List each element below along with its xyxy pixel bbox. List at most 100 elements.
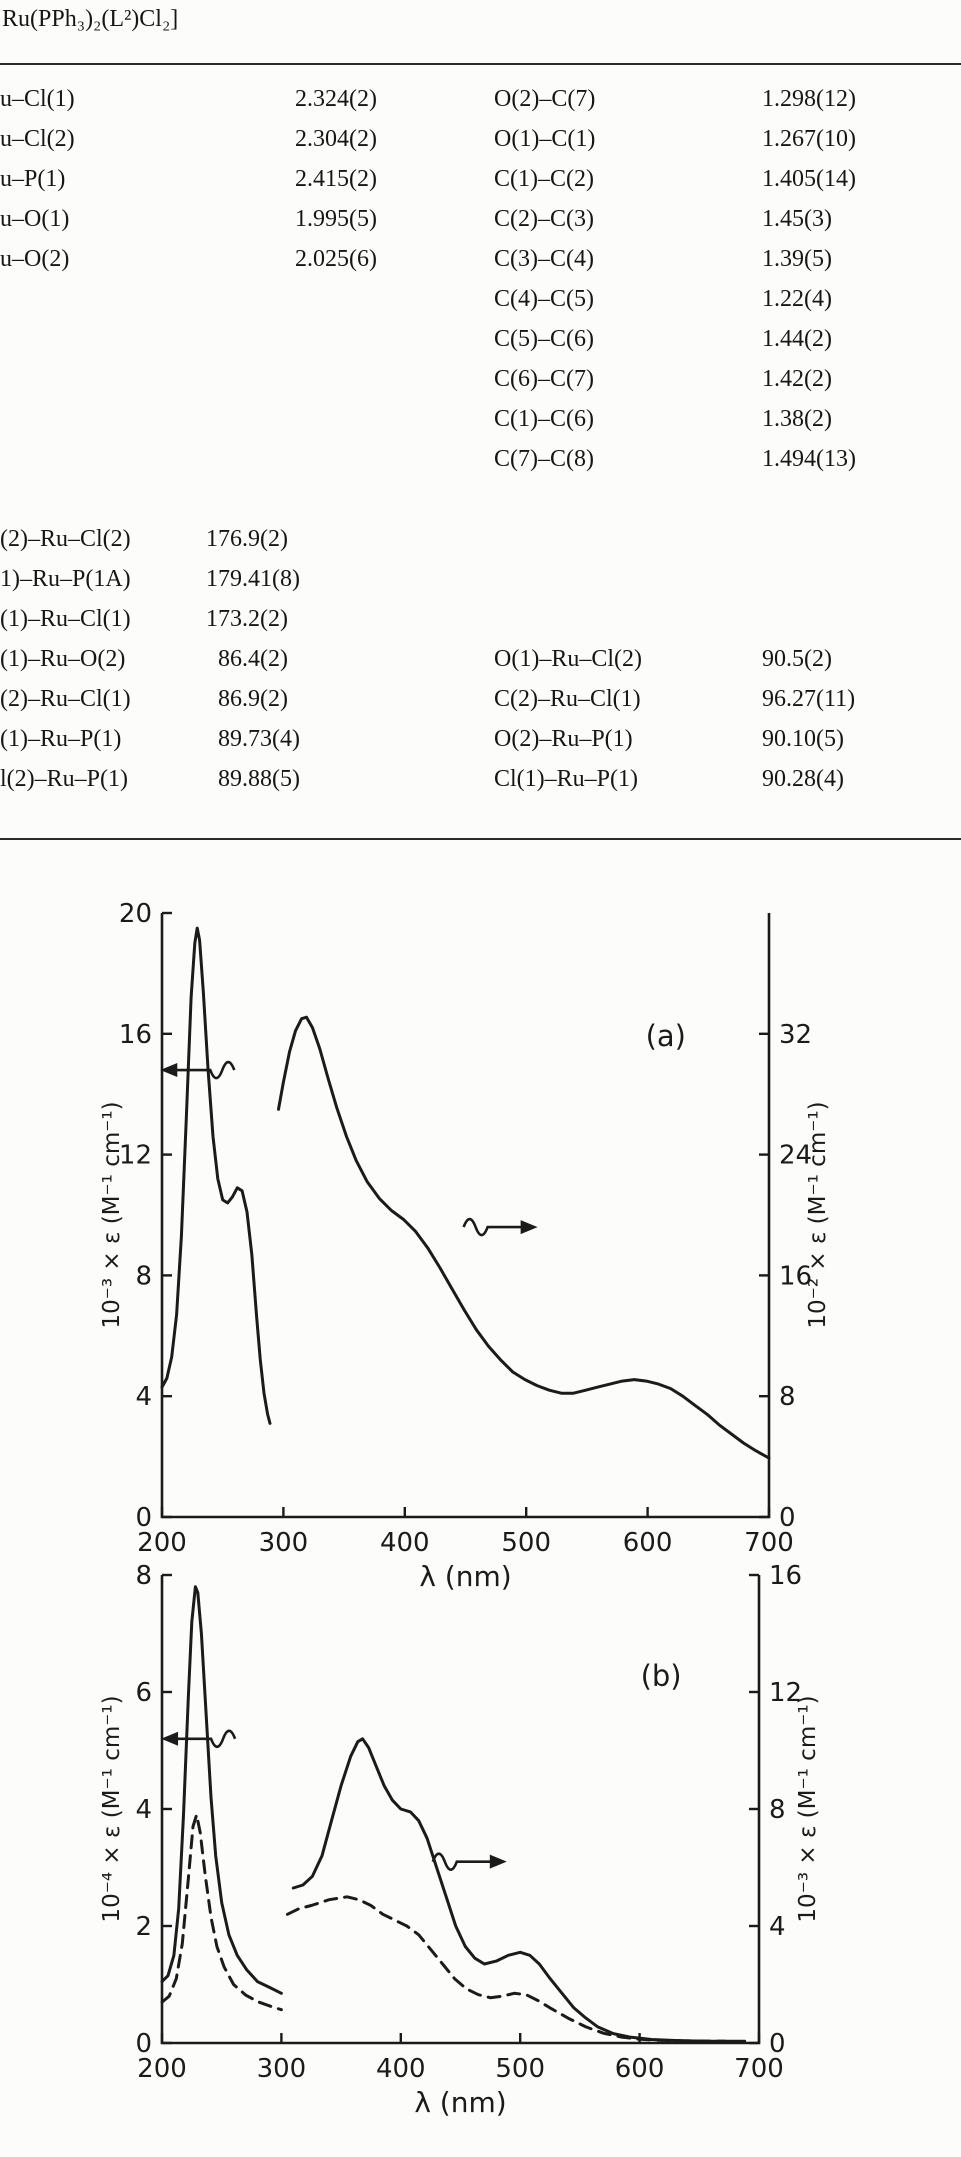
bond-label <box>0 319 295 359</box>
svg-text:2: 2 <box>135 1912 152 1942</box>
bond-value: 1.494(13) <box>762 446 856 472</box>
svg-text:0: 0 <box>135 2029 152 2059</box>
bond-length-row: C(7)–C(8) 1.494(13) <box>0 439 961 479</box>
uv-vis-spectrum-panel-b: 0 2 4 6 8 0 4 8 12 16 200 300 400 500 600 700 10⁻⁴ × ε (… <box>99 1561 821 2119</box>
angle-label: O(2)–Ru–P(1) <box>494 726 633 752</box>
svg-text:0: 0 <box>769 2029 786 2059</box>
bond-length-row: u–Cl(2) 2.304(2) O(1)–C(1) 1.267(10) <box>0 119 961 159</box>
svg-text:500: 500 <box>501 1528 551 1558</box>
angle-label: (1)–Ru–O(2) <box>0 646 126 672</box>
bond-label: u–O(2) <box>0 246 70 272</box>
bond-angle-row: 1)–Ru–P(1A) 179.41(8) <box>0 559 961 599</box>
angle-value: 89.73(4) <box>206 726 300 752</box>
svg-text:8: 8 <box>769 1795 786 1825</box>
bond-value: 2.324(2) <box>295 86 377 112</box>
svg-text:4: 4 <box>769 1912 786 1942</box>
bond-label: C(5)–C(6) <box>494 326 594 352</box>
svg-text:16: 16 <box>779 1261 812 1291</box>
bond-value <box>295 359 494 399</box>
angle-value: 173.2(2) <box>206 606 288 632</box>
right-axis-title: 10⁻³ × ε (M⁻¹ cm⁻¹) <box>795 1695 821 1922</box>
bond-angle-row: (1)–Ru–P(1) 89.73(4) O(2)–Ru–P(1) 90.10(… <box>0 719 961 759</box>
bond-value: 2.304(2) <box>295 126 377 152</box>
bond-label: u–O(1) <box>0 206 70 232</box>
bond-angle-row: l(2)–Ru–P(1) 89.88(5) Cl(1)–Ru–P(1) 90.2… <box>0 759 961 799</box>
bond-length-row: C(6)–C(7) 1.42(2) <box>0 359 961 399</box>
bond-length-row: C(1)–C(6) 1.38(2) <box>0 399 961 439</box>
svg-text:8: 8 <box>135 1261 152 1291</box>
svg-text:8: 8 <box>779 1382 796 1412</box>
right-axis-pointer-arrow <box>462 1217 538 1237</box>
bond-label: C(6)–C(7) <box>494 366 594 392</box>
panel-label: (a) <box>646 1019 686 1053</box>
series-vis-band-right-scale <box>277 1015 771 1460</box>
angle-value: 179.41(8) <box>206 566 300 592</box>
bond-label: C(1)–C(2) <box>494 166 594 192</box>
bond-value: 1.38(2) <box>762 406 832 432</box>
bond-angles-table: (2)–Ru–Cl(2) 176.9(2) 1)–Ru–P(1A) 179.41… <box>0 519 961 799</box>
svg-text:400: 400 <box>380 1528 430 1558</box>
bond-lengths-table: u–Cl(1) 2.324(2) O(2)–C(7) 1.298(12) u–C… <box>0 79 961 479</box>
left-axis-title: 10⁻⁴ × ε (M⁻¹ cm⁻¹) <box>99 1695 125 1922</box>
series-uv-band-solid-left-scale <box>160 1585 283 1995</box>
right-axis-pointer-arrow <box>431 1852 507 1871</box>
left-axis: 0 4 8 12 16 20 <box>119 899 172 1533</box>
bond-value: 1.298(12) <box>762 86 856 112</box>
svg-text:0: 0 <box>779 1503 796 1533</box>
bond-label: C(2)–C(3) <box>494 206 594 232</box>
bond-length-row: C(4)–C(5) 1.22(4) <box>0 279 961 319</box>
right-axis: 0 8 16 24 32 <box>759 1020 812 1533</box>
angle-value <box>762 559 961 599</box>
series-vis-band-solid-right-scale <box>291 1737 747 2043</box>
angle-value: 96.27(11) <box>762 686 856 712</box>
bond-label: C(7)–C(8) <box>494 446 594 472</box>
angle-label <box>494 519 762 559</box>
bond-length-row: u–P(1) 2.415(2) C(1)–C(2) 1.405(14) <box>0 159 961 199</box>
angle-label: (2)–Ru–Cl(1) <box>0 686 131 712</box>
bond-value: 2.025(6) <box>295 246 377 272</box>
right-axis: 0 4 8 12 16 <box>749 1561 802 2059</box>
bond-label: C(1)–C(6) <box>494 406 594 432</box>
bond-label <box>0 279 295 319</box>
svg-text:300: 300 <box>259 1528 309 1558</box>
bond-angle-row: (2)–Ru–Cl(2) 176.9(2) <box>0 519 961 559</box>
bond-label: O(1)–C(1) <box>494 126 596 152</box>
series-vis-band-dashed-right-scale <box>285 1895 728 2043</box>
bond-value: 1.267(10) <box>762 126 856 152</box>
svg-text:700: 700 <box>734 2054 784 2084</box>
angle-value: 89.88(5) <box>206 766 300 792</box>
svg-text:12: 12 <box>769 1678 802 1708</box>
bond-label: u–Cl(1) <box>0 86 75 112</box>
angle-label: O(1)–Ru–Cl(2) <box>494 646 642 672</box>
angle-value: 90.28(4) <box>762 766 844 792</box>
left-axis-pointer-arrow <box>161 1729 237 1749</box>
svg-text:600: 600 <box>623 1528 673 1558</box>
angle-value: 90.5(2) <box>762 646 832 672</box>
bond-label <box>0 399 295 439</box>
svg-text:400: 400 <box>376 2054 426 2084</box>
angle-label: 1)–Ru–P(1A) <box>0 566 131 592</box>
bond-angle-row: (2)–Ru–Cl(1) 86.9(2) C(2)–Ru–Cl(1) 96.27… <box>0 679 961 719</box>
angle-label: C(2)–Ru–Cl(1) <box>494 686 641 712</box>
svg-text:300: 300 <box>257 2054 307 2084</box>
angle-label: (1)–Ru–P(1) <box>0 726 122 752</box>
angle-label <box>494 599 762 639</box>
svg-text:20: 20 <box>119 899 152 929</box>
table-caption: Ru(PPh₃)₂(L²)Cl₂] <box>2 6 179 32</box>
angle-label: Cl(1)–Ru–P(1) <box>494 766 638 792</box>
bond-label: C(4)–C(5) <box>494 286 594 312</box>
svg-text:8: 8 <box>135 1561 152 1591</box>
angle-value: 86.9(2) <box>206 686 288 712</box>
svg-text:200: 200 <box>137 2054 187 2084</box>
plot-frame <box>160 1575 761 2045</box>
bond-length-row: C(5)–C(6) 1.44(2) <box>0 319 961 359</box>
bond-label: O(2)–C(7) <box>494 86 596 112</box>
angle-value <box>762 519 961 559</box>
table-rule-top <box>0 63 961 65</box>
bond-angle-row: (1)–Ru–O(2) 86.4(2) O(1)–Ru–Cl(2) 90.5(2… <box>0 639 961 679</box>
bond-value: 1.405(14) <box>762 166 856 192</box>
x-axis-title: λ (nm) <box>419 1560 511 1593</box>
x-axis: 200 300 400 500 600 700 <box>137 1507 794 1558</box>
angle-label <box>494 559 762 599</box>
